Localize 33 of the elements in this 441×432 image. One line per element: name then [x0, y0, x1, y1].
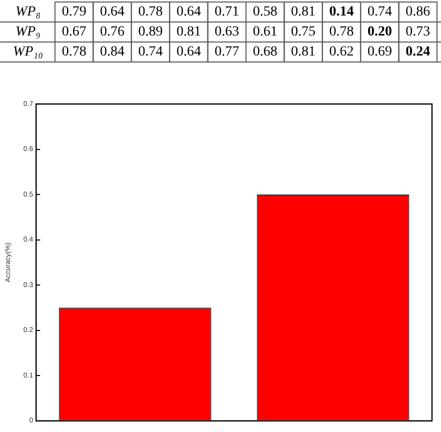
data-label: 0.64 [100, 4, 125, 20]
y-tick-label: WP₈ [15, 4, 41, 20]
data-label: 0.67 [62, 24, 86, 40]
data-label: 0.63 [214, 24, 240, 40]
data-label: 0.71 [214, 4, 240, 20]
data-label: 0.64 [176, 4, 201, 20]
data-label: 0.69 [367, 44, 392, 60]
data-label: 0.74 [367, 4, 392, 20]
data-label: 0.20 [367, 24, 392, 40]
data-label: 0.77 [214, 44, 240, 60]
data-label: 0.84 [100, 44, 125, 60]
data-label: 0.86 [406, 4, 430, 20]
data-label: 0.78 [138, 4, 163, 20]
data-label: 0.62 [329, 44, 354, 60]
data-label: 0.68 [252, 44, 278, 60]
data-label: 0.61 [252, 24, 278, 40]
data-label: 0.74 [138, 44, 163, 60]
data-label: 0.81 [291, 4, 316, 20]
data-label: 0.79 [62, 4, 86, 20]
data-label: 0.24 [406, 44, 430, 60]
data-label: 0.81 [291, 44, 316, 60]
data-label: 0.58 [252, 4, 278, 20]
data-label: 0.75 [291, 24, 316, 40]
y-tick-label: WP₉ [15, 24, 41, 40]
data-label: 0.64 [176, 44, 201, 60]
data-label: 0.81 [176, 24, 201, 40]
data-label: 0.14 [329, 4, 354, 20]
data-label: 0.89 [138, 24, 163, 40]
data-label: 0.78 [62, 44, 86, 60]
data-label: 0.73 [406, 24, 430, 40]
y-tick-label: WP₁₀ [13, 44, 44, 60]
data-label: 0.76 [100, 24, 125, 40]
data-label: 0.78 [329, 24, 354, 40]
